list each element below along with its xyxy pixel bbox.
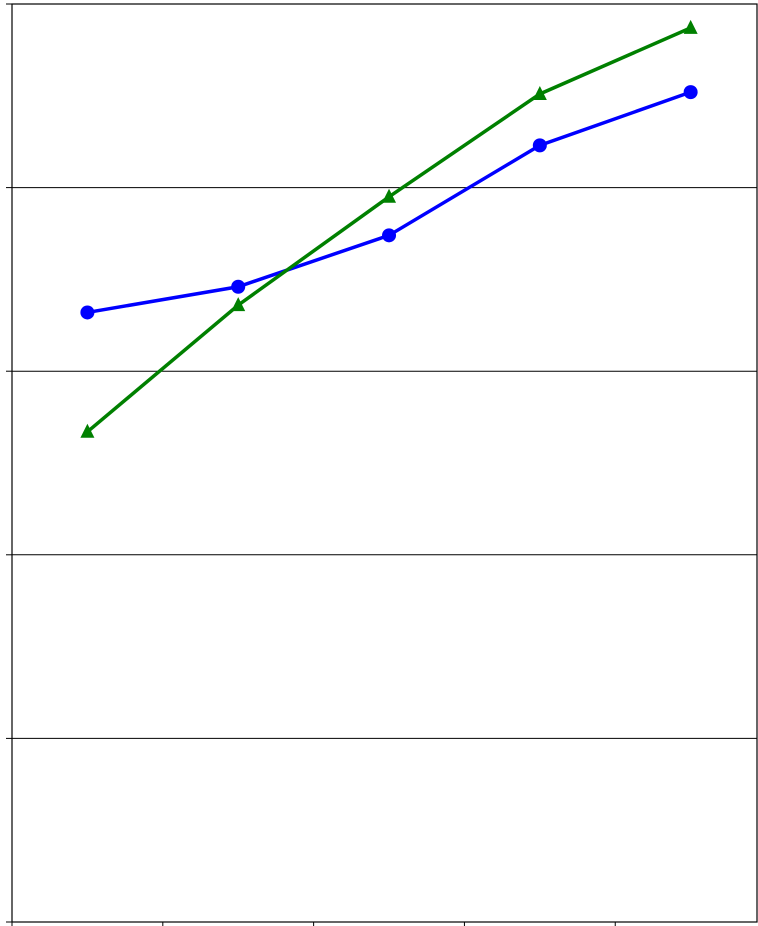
point-marker: [532, 85, 547, 100]
point-marker: [382, 228, 397, 243]
point-marker: [683, 85, 698, 100]
point-marker: [683, 19, 698, 34]
point-marker: [231, 279, 246, 294]
plot-frame: [11, 3, 758, 923]
point-marker: [382, 188, 397, 203]
point-marker: [532, 138, 547, 153]
point-marker: [231, 297, 246, 312]
point-marker: [80, 305, 95, 320]
point-marker: [80, 423, 95, 438]
